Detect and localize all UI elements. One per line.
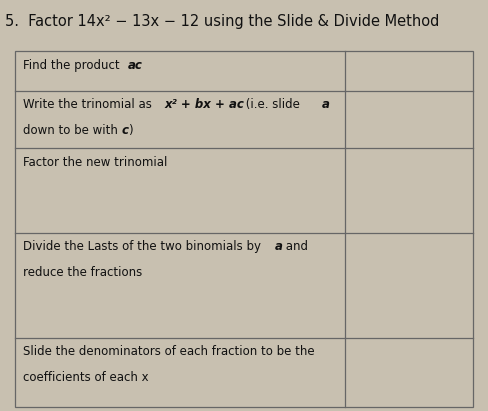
Text: reduce the fractions: reduce the fractions bbox=[23, 266, 142, 279]
Text: down to be with: down to be with bbox=[23, 124, 122, 137]
Text: Factor the new trinomial: Factor the new trinomial bbox=[23, 155, 168, 169]
Text: Divide the Lasts of the two binomials by: Divide the Lasts of the two binomials by bbox=[23, 240, 265, 254]
Text: ac: ac bbox=[128, 59, 142, 72]
Text: Slide the denominators of each fraction to be the: Slide the denominators of each fraction … bbox=[23, 345, 315, 358]
Text: Find the product: Find the product bbox=[23, 59, 124, 72]
Text: Write the trinomial as: Write the trinomial as bbox=[23, 98, 156, 111]
Text: c: c bbox=[122, 124, 129, 137]
Text: 5.  Factor 14x² − 13x − 12 using the Slide & Divide Method: 5. Factor 14x² − 13x − 12 using the Slid… bbox=[5, 14, 439, 29]
Text: a: a bbox=[322, 98, 330, 111]
Text: ): ) bbox=[128, 124, 133, 137]
Text: and: and bbox=[282, 240, 307, 254]
Text: coefficients of each x: coefficients of each x bbox=[23, 371, 149, 383]
Bar bbox=[15, 51, 473, 407]
Text: (i.e. slide: (i.e. slide bbox=[242, 98, 304, 111]
Text: x² + bx + ac: x² + bx + ac bbox=[164, 98, 244, 111]
Text: a: a bbox=[275, 240, 283, 254]
